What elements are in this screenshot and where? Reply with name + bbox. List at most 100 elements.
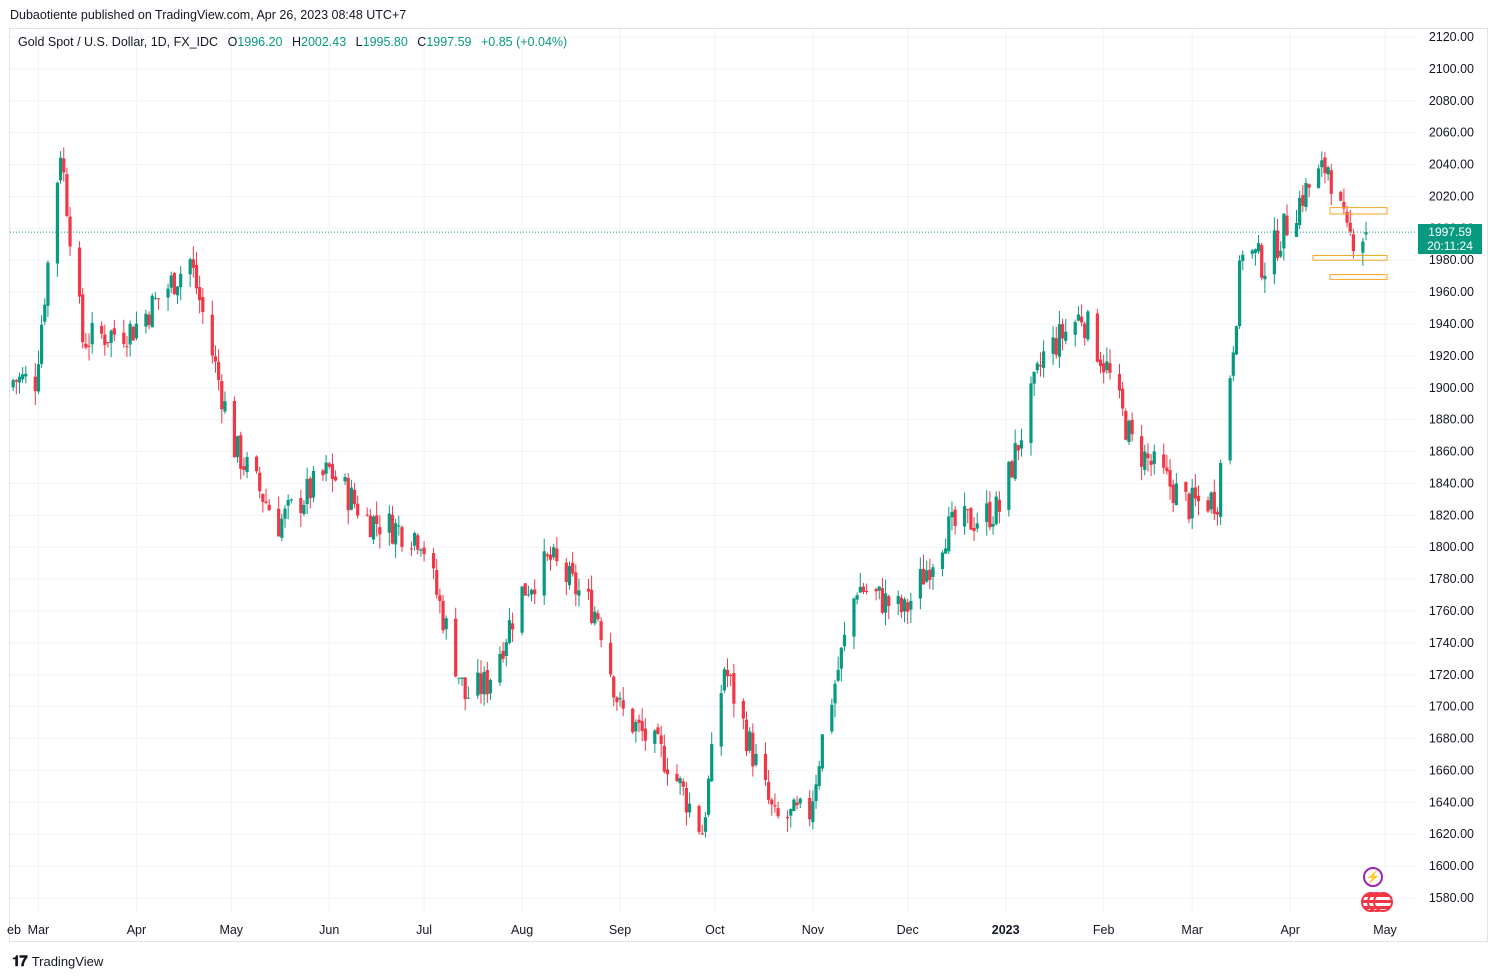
candle [988, 491, 992, 531]
tradingview-logo-icon[interactable]: 𝟏𝟕 [12, 953, 28, 970]
candle [1272, 217, 1276, 285]
candle [131, 325, 135, 341]
candle [1212, 479, 1216, 520]
candle [529, 588, 534, 602]
candle [852, 597, 856, 650]
candle [618, 692, 622, 707]
candle [1140, 424, 1144, 481]
y-tick-label: 1960.00 [1429, 285, 1474, 299]
candle [223, 391, 227, 414]
candle [877, 586, 881, 600]
candle [962, 492, 967, 535]
footer-brand[interactable]: TradingView [31, 954, 104, 969]
x-tick-label: Jul [416, 923, 432, 937]
candle [58, 151, 63, 184]
candle [615, 696, 619, 711]
candle [1038, 352, 1043, 377]
candle [684, 781, 689, 826]
y-tick-label: 1580.00 [1429, 891, 1474, 905]
candle [286, 494, 290, 520]
candle [65, 167, 69, 218]
candle [302, 500, 306, 517]
y-tick-label: 1840.00 [1429, 476, 1474, 490]
candle [1190, 479, 1194, 530]
candle [947, 506, 951, 555]
candle [175, 286, 180, 304]
legend-low-label: L [355, 35, 363, 49]
economic-events-flags[interactable] [1361, 892, 1397, 914]
legend-close-label: C [417, 35, 427, 49]
candle [1127, 419, 1131, 446]
candle [631, 707, 635, 735]
candle [87, 333, 91, 361]
candle [1073, 319, 1077, 347]
candle [526, 585, 530, 597]
candle [1051, 326, 1055, 365]
x-tick-label: May [219, 923, 243, 937]
legend-high-value: 2002.43 [301, 35, 347, 49]
x-tick-label: Sep [609, 923, 631, 937]
candle [722, 666, 726, 694]
candle [1339, 190, 1343, 202]
candle [861, 582, 866, 595]
candle [1209, 491, 1213, 514]
candle [596, 609, 600, 622]
candle [21, 367, 25, 383]
candle [552, 543, 556, 560]
footer: 𝟏𝟕 TradingView [12, 953, 103, 970]
candle [330, 453, 335, 493]
candle [280, 513, 284, 542]
candle [839, 646, 843, 682]
y-tick-label: 1700.00 [1429, 700, 1474, 714]
candle [1345, 205, 1349, 228]
candle [368, 508, 372, 538]
candle [795, 795, 799, 810]
candle [808, 790, 812, 827]
candle [1256, 234, 1261, 255]
candle [1032, 371, 1036, 396]
candle [830, 698, 834, 734]
candle [1193, 474, 1197, 507]
y-tick-label: 1860.00 [1429, 445, 1474, 459]
candle [567, 561, 572, 590]
candle [659, 725, 663, 758]
candle [710, 732, 714, 783]
candle [1152, 444, 1156, 475]
candle [438, 588, 442, 614]
candle [675, 764, 679, 783]
candle [264, 488, 268, 505]
y-tick-label: 2120.00 [1429, 30, 1474, 44]
candle [463, 677, 467, 711]
candle [235, 435, 240, 463]
candle [811, 790, 815, 830]
candle [1079, 304, 1084, 327]
candle [637, 714, 641, 733]
candle [842, 621, 847, 652]
y-tick-label: 1720.00 [1429, 668, 1474, 682]
candle [106, 342, 110, 348]
candle [1124, 408, 1128, 441]
candle [261, 493, 265, 513]
candle [1187, 492, 1191, 524]
candle [548, 546, 553, 571]
candle [277, 496, 281, 537]
y-tick-label: 1880.00 [1429, 413, 1474, 427]
x-tick-label: Jun [319, 923, 339, 937]
last-price-tag: 1997.59 20:11:24 [1418, 224, 1482, 254]
candle [887, 594, 891, 620]
candle [201, 288, 205, 324]
candle [1351, 228, 1355, 259]
candle [1076, 306, 1080, 322]
chart-frame[interactable] [9, 28, 1488, 942]
us-flag-icon[interactable] [1373, 892, 1393, 912]
y-tick-label: 2100.00 [1429, 62, 1474, 76]
candle [299, 489, 303, 527]
candle [612, 675, 616, 707]
candle [352, 482, 357, 509]
candle [1102, 354, 1106, 384]
lightning-icon[interactable]: ⚡ [1363, 867, 1383, 887]
legend-change: +0.85 (+0.04%) [481, 35, 568, 49]
candle [457, 677, 461, 685]
candle [397, 515, 401, 536]
